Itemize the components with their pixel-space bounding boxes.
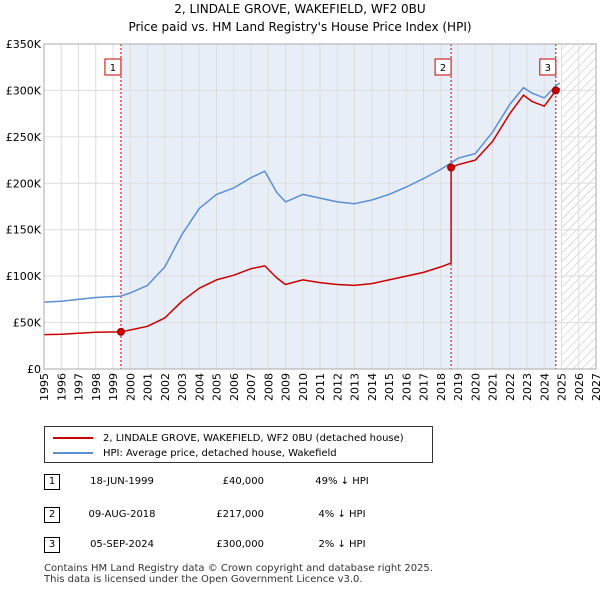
sale-marker-label: 1 bbox=[110, 63, 116, 74]
sale-point bbox=[551, 86, 560, 95]
sale-marker-box bbox=[104, 58, 122, 76]
x-tick-label: 2022 bbox=[504, 373, 517, 401]
sale-marker-box bbox=[539, 58, 557, 76]
x-tick-label: 2002 bbox=[159, 373, 172, 401]
legend-swatch-hpi bbox=[53, 452, 93, 454]
x-tick-label: 1995 bbox=[38, 373, 51, 401]
transaction-marker-badge: 3 bbox=[44, 537, 60, 553]
x-tick-label: 2021 bbox=[487, 373, 500, 401]
x-tick-label: 2003 bbox=[176, 373, 189, 401]
x-tick-label: 1999 bbox=[107, 373, 120, 401]
chart-title: 2, LINDALE GROVE, WAKEFIELD, WF2 0BU bbox=[174, 2, 426, 16]
transaction-price: £300,000 bbox=[216, 539, 264, 550]
x-tick-label: 2012 bbox=[331, 373, 344, 401]
hpi-line bbox=[43, 82, 561, 303]
x-tick-label: 2017 bbox=[418, 373, 431, 401]
transaction-date: 09-AUG-2018 bbox=[88, 509, 156, 520]
x-tick-label: 2027 bbox=[590, 373, 600, 401]
legend-item-hpi: HPI: Average price, detached house, Wake… bbox=[53, 446, 337, 460]
transaction-marker-badge: 2 bbox=[44, 507, 60, 523]
y-tick-label: £250K bbox=[6, 131, 42, 144]
x-tick-label: 1996 bbox=[55, 373, 68, 401]
y-tick-label: £50K bbox=[13, 317, 42, 330]
x-tick-label: 2013 bbox=[349, 373, 362, 401]
legend-label-property: 2, LINDALE GROVE, WAKEFIELD, WF2 0BU (de… bbox=[103, 432, 404, 444]
legend-label-hpi: HPI: Average price, detached house, Wake… bbox=[103, 447, 337, 459]
property-price-line bbox=[43, 87, 561, 336]
y-tick-label: £150K bbox=[6, 224, 42, 237]
y-tick-label: £300K bbox=[6, 84, 42, 97]
y-tick-label: £100K bbox=[6, 270, 42, 283]
transaction-price: £217,000 bbox=[216, 509, 264, 520]
sale-marker-box bbox=[434, 58, 452, 76]
legend-item-property: 2, LINDALE GROVE, WAKEFIELD, WF2 0BU (de… bbox=[53, 431, 404, 445]
x-tick-label: 2023 bbox=[521, 373, 534, 401]
x-tick-label: 2025 bbox=[556, 373, 569, 401]
x-tick-label: 2014 bbox=[366, 373, 379, 401]
plot-frame bbox=[43, 43, 597, 370]
x-tick-label: 2020 bbox=[469, 373, 482, 401]
chart-subtitle: Price paid vs. HM Land Registry's House … bbox=[128, 20, 472, 34]
x-tick-label: 2010 bbox=[297, 373, 310, 401]
transaction-hpi-diff: 49% ↓ HPI bbox=[315, 476, 369, 487]
x-tick-label: 2016 bbox=[400, 373, 413, 401]
footer-licence: This data is licensed under the Open Gov… bbox=[44, 574, 363, 585]
x-tick-label: 2000 bbox=[124, 373, 137, 401]
x-tick-label: 2001 bbox=[142, 373, 155, 401]
transaction-price: £40,000 bbox=[222, 476, 264, 487]
x-tick-label: 2005 bbox=[211, 373, 224, 401]
x-tick-label: 1998 bbox=[90, 373, 103, 401]
x-tick-label: 2018 bbox=[435, 373, 448, 401]
x-tick-label: 2009 bbox=[280, 373, 293, 401]
sale-point bbox=[116, 327, 125, 336]
transaction-date: 05-SEP-2024 bbox=[90, 539, 154, 550]
sale-marker-label: 2 bbox=[440, 63, 446, 74]
transaction-hpi-diff: 4% ↓ HPI bbox=[318, 509, 366, 520]
sale-marker-label: 3 bbox=[545, 63, 551, 74]
transaction-hpi-diff: 2% ↓ HPI bbox=[318, 539, 366, 550]
x-tick-label: 2007 bbox=[245, 373, 258, 401]
y-tick-label: £200K bbox=[6, 177, 42, 190]
footer-copyright: Contains HM Land Registry data © Crown c… bbox=[44, 563, 433, 574]
y-tick-label: £350K bbox=[6, 38, 42, 51]
x-tick-label: 2015 bbox=[383, 373, 396, 401]
sale-point bbox=[447, 163, 456, 172]
legend-swatch-property bbox=[53, 437, 93, 439]
x-tick-label: 2004 bbox=[193, 373, 206, 401]
x-tick-label: 2011 bbox=[314, 373, 327, 401]
ownership-shading bbox=[120, 44, 556, 369]
price-chart: 1 2 3 £0 £50K £100K £150K £200K £250K £300K £350K 1… bbox=[6, 38, 600, 401]
x-tick-label: 2008 bbox=[262, 373, 275, 401]
x-tick-label: 2024 bbox=[538, 373, 551, 401]
transaction-date: 18-JUN-1999 bbox=[90, 476, 154, 487]
transaction-marker-badge: 1 bbox=[44, 474, 60, 490]
x-tick-label: 2019 bbox=[452, 373, 465, 401]
legend: 2, LINDALE GROVE, WAKEFIELD, WF2 0BU (de… bbox=[44, 426, 433, 463]
x-tick-label: 2006 bbox=[228, 373, 241, 401]
x-tick-label: 1997 bbox=[73, 373, 86, 401]
x-tick-label: 2026 bbox=[573, 373, 586, 401]
y-tick-label: £0 bbox=[27, 363, 41, 376]
